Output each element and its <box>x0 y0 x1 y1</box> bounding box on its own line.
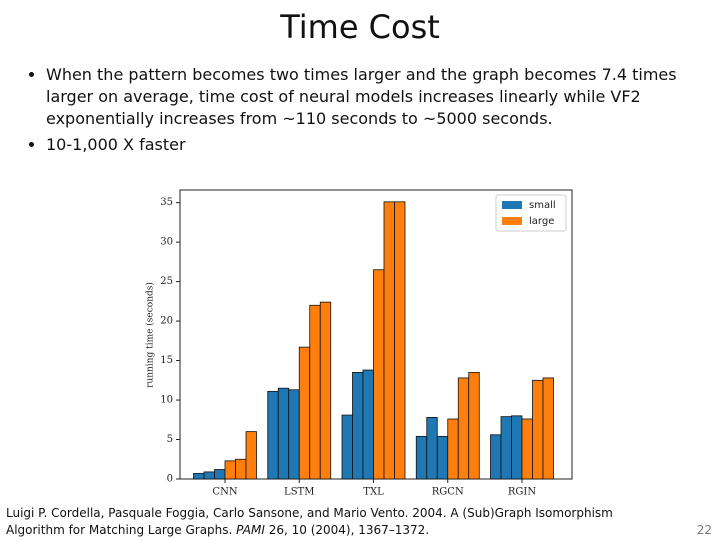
bar <box>532 379 544 480</box>
footnote-text: Luigi P. Cordella, Pasquale Foggia, Carl… <box>6 506 613 537</box>
bar <box>193 473 205 480</box>
y-tick-label: 20 <box>160 316 173 327</box>
bar <box>288 389 300 480</box>
y-axis-label: running time (seconds) <box>145 282 156 388</box>
legend-label: large <box>529 216 554 227</box>
legend-swatch <box>502 217 522 225</box>
bullet: When the pattern becomes two times large… <box>46 64 720 130</box>
footnote-venue: PAMI <box>236 523 265 537</box>
legend-swatch <box>502 201 522 209</box>
x-tick-label: RGCN <box>432 487 464 498</box>
x-tick-label: LSTM <box>284 487 314 498</box>
y-tick-label: 35 <box>160 197 173 208</box>
y-tick-label: 25 <box>160 276 173 287</box>
bar <box>436 435 449 480</box>
bar <box>490 434 502 480</box>
bar <box>214 469 226 480</box>
y-tick-label: 0 <box>167 474 173 485</box>
bar <box>203 471 215 480</box>
bar <box>298 346 311 480</box>
footnote-text: 26, 10 (2004), 1367–1372. <box>264 523 430 537</box>
footnote: Luigi P. Cordella, Pasquale Foggia, Carl… <box>6 505 666 539</box>
y-tick-label: 10 <box>160 395 173 406</box>
legend-label: small <box>529 200 556 211</box>
bar <box>500 416 512 480</box>
bar <box>235 458 247 480</box>
chart: running time (seconds) 0 5 10 15 20 25 30 35 CNN… <box>145 189 573 498</box>
bar <box>362 369 374 480</box>
bar <box>542 377 554 480</box>
bar <box>341 414 353 480</box>
bar <box>511 415 523 480</box>
y-tick-label: 15 <box>160 355 173 366</box>
bullet: 10-1,000 X faster <box>46 134 720 156</box>
bar <box>245 431 257 480</box>
bar <box>468 372 480 480</box>
bar <box>383 201 395 480</box>
bullet-list: When the pattern becomes two times large… <box>22 64 720 160</box>
bar <box>394 201 406 480</box>
bar <box>457 377 470 480</box>
x-tick-label: CNN <box>212 487 237 498</box>
bar <box>521 418 533 480</box>
bar <box>277 387 290 480</box>
y-tick-label: 5 <box>167 434 173 445</box>
y-tick-label: 30 <box>160 237 173 248</box>
bar <box>415 435 428 480</box>
x-tick-label: TXL <box>363 487 384 498</box>
bar <box>319 301 332 480</box>
bar <box>426 417 438 480</box>
bar <box>352 372 364 480</box>
page-number: 22 <box>696 523 712 537</box>
bar <box>224 460 236 480</box>
bar <box>267 390 279 480</box>
slide-title: Time Cost <box>280 8 440 46</box>
bar <box>309 304 321 480</box>
bar <box>447 418 459 480</box>
bar <box>373 269 385 480</box>
x-tick-label: RGIN <box>508 487 536 498</box>
